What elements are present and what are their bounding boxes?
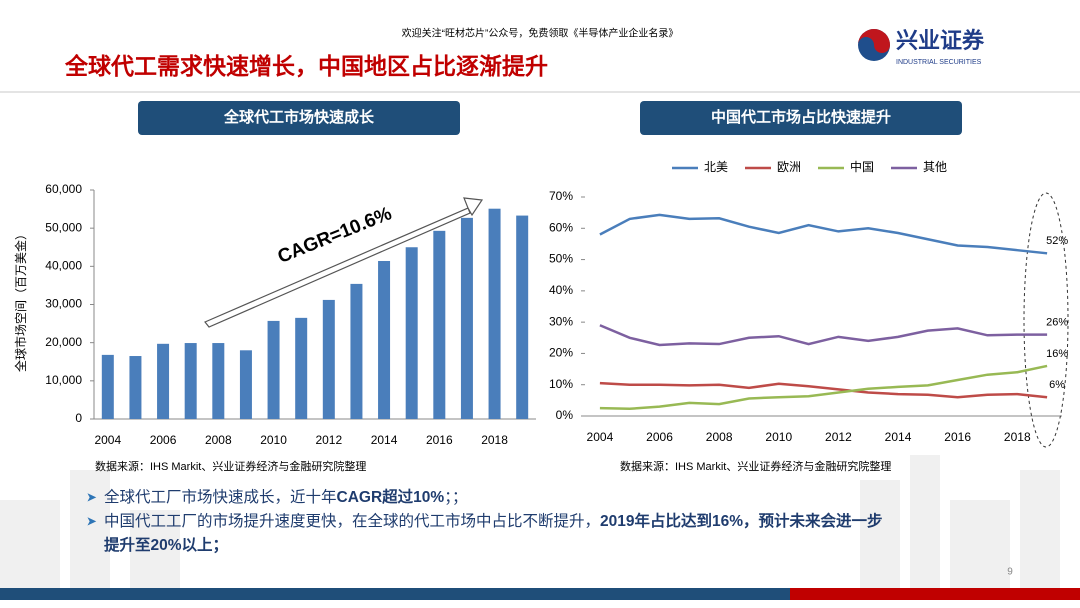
bullet-run: 全球代工厂市场快速成长，近十年 bbox=[104, 488, 337, 506]
bar bbox=[129, 356, 142, 419]
y-tick-label: 40,000 bbox=[45, 259, 82, 273]
panel-header: 中国代工市场占比快速提升 bbox=[711, 108, 891, 126]
bullets: ➤ 全球代工厂市场快速成长，近十年CAGR超过10%；； ➤ 中国代工工厂的市场提升速… bbox=[86, 487, 883, 554]
line bbox=[599, 324, 1048, 347]
y-tick-label: 10% bbox=[549, 377, 573, 391]
page-number: 9 bbox=[1007, 567, 1013, 578]
bullet-marker: ➤ bbox=[86, 513, 97, 528]
bullet-text: 全球代工厂市场快速成长，近十年CAGR超过10%；； bbox=[104, 487, 467, 506]
skyline bbox=[0, 455, 1060, 588]
line bbox=[599, 381, 1048, 399]
legend-label: 欧洲 bbox=[777, 160, 801, 174]
y-axis-title: 全球市场空间（百万美金） bbox=[13, 228, 28, 372]
y-tick-label: 30,000 bbox=[45, 297, 82, 311]
bullet-run: 提升至20%以上； bbox=[104, 536, 228, 554]
y-tick-label: 40% bbox=[549, 283, 573, 297]
x-tick-label: 2012 bbox=[315, 433, 342, 447]
y-tick-label: 0 bbox=[75, 411, 82, 425]
bar bbox=[212, 343, 225, 419]
panel-header-box bbox=[138, 101, 460, 135]
logo-text: 兴业证券 bbox=[896, 28, 985, 53]
bar bbox=[184, 343, 197, 419]
x-tick-label: 2018 bbox=[481, 433, 508, 447]
y-tick-label: 60,000 bbox=[45, 182, 82, 196]
legend-label: 其他 bbox=[923, 160, 947, 174]
bullet-marker: ➤ bbox=[86, 489, 97, 504]
y-tick-label: 30% bbox=[549, 314, 573, 328]
x-tick-label: 2018 bbox=[1004, 430, 1031, 444]
bar bbox=[157, 343, 170, 419]
bar bbox=[101, 354, 114, 419]
slide-title: 全球代工需求快速增长，中国地区占比逐渐提升 bbox=[64, 53, 548, 79]
x-tick-label: 2014 bbox=[885, 430, 912, 444]
y-tick-label: 0% bbox=[556, 408, 574, 422]
source: 数据来源：IHS Markit、兴业证券经济与金融研究院整理 bbox=[620, 459, 891, 473]
bullet-run: CAGR超过10% bbox=[337, 487, 445, 506]
bullet-run: 2019年占比达到16%，预计未来会进一步 bbox=[600, 511, 883, 530]
y-tick-label: 10,000 bbox=[45, 373, 82, 387]
top-note: 欢迎关注“旺材芯片”公众号，免费领取《半导体产业企业名录》 bbox=[402, 27, 679, 40]
bar bbox=[350, 283, 363, 419]
value-label: 16% bbox=[1046, 348, 1068, 360]
bar bbox=[239, 350, 252, 419]
x-tick-label: 2014 bbox=[371, 433, 398, 447]
bar bbox=[433, 230, 446, 419]
x-tick-label: 2010 bbox=[765, 430, 792, 444]
line bbox=[599, 364, 1048, 411]
bullet-text: 提升至20%以上； bbox=[104, 536, 228, 554]
x-tick-label: 2006 bbox=[646, 430, 673, 444]
legend-label: 北美 bbox=[704, 160, 728, 174]
bullet-run: 中国代工工厂的市场提升速度更快，在全球的代工市场中占比不断提升， bbox=[104, 512, 600, 530]
y-tick-label: 50,000 bbox=[45, 220, 82, 234]
x-tick-label: 2004 bbox=[587, 430, 614, 444]
bar bbox=[378, 260, 391, 419]
x-tick-label: 2008 bbox=[205, 433, 232, 447]
bar bbox=[488, 208, 501, 419]
bar bbox=[405, 247, 418, 419]
y-tick-label: 20% bbox=[549, 346, 573, 360]
cagr-arrow bbox=[204, 197, 484, 328]
x-tick-label: 2016 bbox=[944, 430, 971, 444]
value-label: 6% bbox=[1049, 379, 1065, 391]
line bbox=[599, 213, 1048, 255]
footer-bar-accent bbox=[790, 588, 1080, 600]
source: 数据来源：IHS Markit、兴业证券经济与金融研究院整理 bbox=[95, 459, 366, 473]
panel-header-box bbox=[640, 101, 962, 135]
logo: 兴业证券 INDUSTRIAL SECURITIES bbox=[858, 28, 985, 66]
bullet-text: 中国代工工厂的市场提升速度更快，在全球的代工市场中占比不断提升，2019年占比达… bbox=[104, 511, 883, 530]
y-tick-label: 20,000 bbox=[45, 335, 82, 349]
y-tick-label: 60% bbox=[549, 220, 573, 234]
bar bbox=[267, 320, 280, 419]
x-tick-label: 2008 bbox=[706, 430, 733, 444]
logo-subtext: INDUSTRIAL SECURITIES bbox=[896, 59, 982, 66]
x-tick-label: 2010 bbox=[260, 433, 287, 447]
y-tick-label: 50% bbox=[549, 252, 573, 266]
bar bbox=[322, 299, 335, 419]
footer-bar bbox=[0, 588, 790, 600]
bar bbox=[516, 215, 529, 419]
highlight-ellipse bbox=[1023, 192, 1069, 448]
value-label: 52% bbox=[1046, 235, 1068, 247]
x-tick-label: 2012 bbox=[825, 430, 852, 444]
x-tick-label: 2016 bbox=[426, 433, 453, 447]
panel-header: 全球代工市场快速成长 bbox=[223, 108, 375, 126]
bar bbox=[460, 217, 473, 419]
x-tick-label: 2004 bbox=[94, 433, 121, 447]
x-tick-label: 2006 bbox=[150, 433, 177, 447]
y-tick-label: 70% bbox=[549, 189, 573, 203]
value-label: 26% bbox=[1046, 317, 1068, 329]
legend-label: 中国 bbox=[850, 159, 874, 174]
bar bbox=[295, 317, 308, 419]
bullet-run: ；； bbox=[444, 489, 467, 506]
